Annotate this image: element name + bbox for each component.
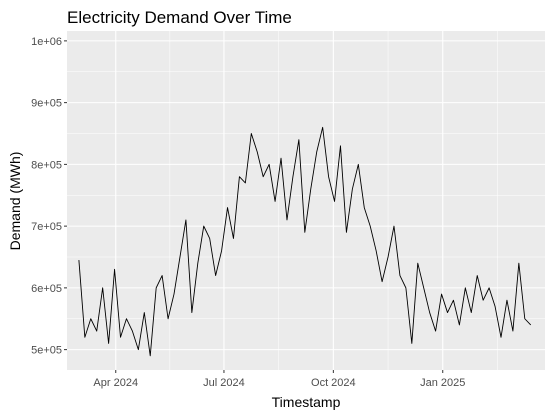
y-tick-label: 6e+05	[31, 283, 62, 295]
series-line	[78, 126, 532, 357]
x-axis-title: Timestamp	[272, 394, 341, 410]
y-tick-label: 1e+06	[31, 36, 62, 48]
y-axis-title: Demand (MWh)	[7, 152, 23, 251]
y-axis-ticks: 5e+05 6e+05 7e+05 8e+05 9e+05 1e+06	[31, 36, 67, 357]
minor-gridlines	[67, 31, 545, 370]
y-tick-label: 9e+05	[31, 98, 62, 110]
y-tick-label: 7e+05	[31, 221, 62, 233]
y-tick-label: 8e+05	[31, 159, 62, 171]
x-tick-label: Apr 2024	[93, 377, 138, 389]
chart-title: Electricity Demand Over Time	[67, 8, 292, 27]
x-axis-ticks: Apr 2024 Jul 2024 Oct 2024 Jan 2025	[93, 370, 465, 389]
x-tick-label: Jul 2024	[203, 377, 245, 389]
y-tick-label: 5e+05	[31, 345, 62, 357]
major-gridlines	[67, 31, 545, 370]
x-tick-label: Oct 2024	[311, 377, 356, 389]
x-tick-label: Jan 2025	[420, 377, 465, 389]
plot-panel	[67, 31, 545, 370]
